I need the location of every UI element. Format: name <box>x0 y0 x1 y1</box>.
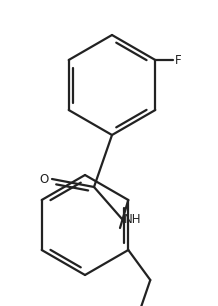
Text: F: F <box>175 54 182 66</box>
Text: O: O <box>39 173 49 185</box>
Text: NH: NH <box>124 212 141 226</box>
